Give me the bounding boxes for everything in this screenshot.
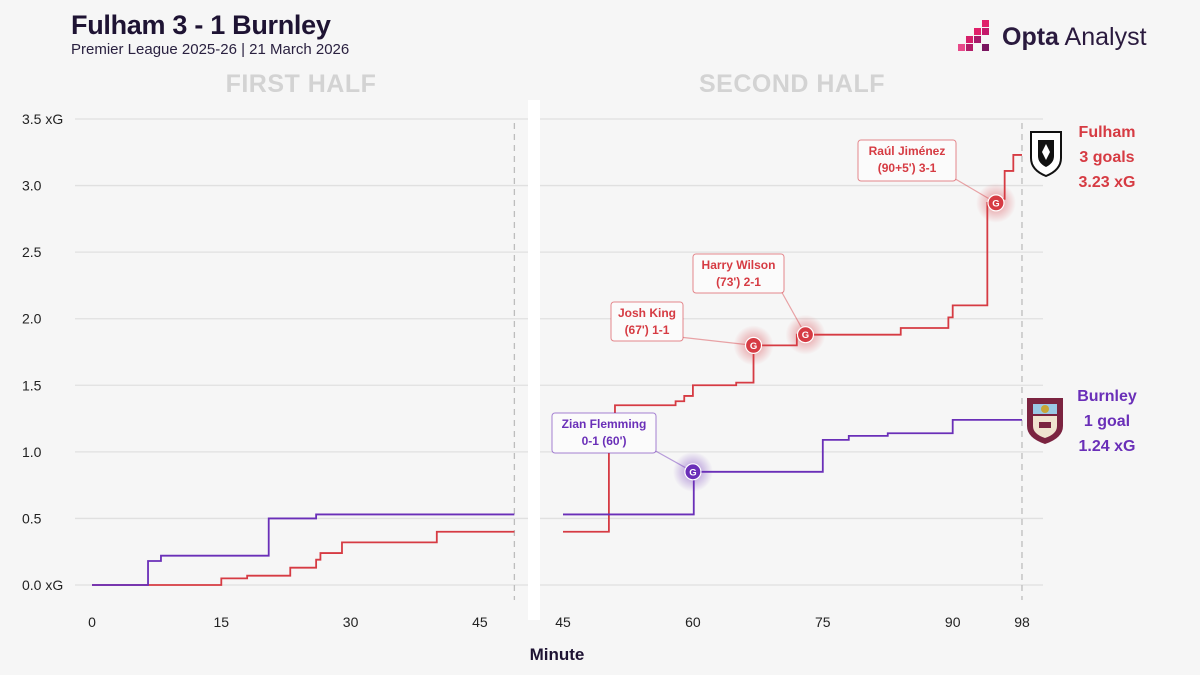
x-tick-label: 45 xyxy=(472,614,488,630)
summary-line: Fulham xyxy=(1079,124,1136,141)
annotation-text: (67') 1-1 xyxy=(625,323,670,337)
chart-subtitle: Premier League 2025-26 | 21 March 2026 xyxy=(71,41,350,58)
fulham-xg-line xyxy=(92,530,515,586)
x-tick-label: 98 xyxy=(1014,614,1030,630)
annotation-box xyxy=(857,139,957,182)
goal-marker xyxy=(987,194,1005,212)
goal-annotation: G Raúl Jiménez (90+5') 3-1 xyxy=(857,139,1016,223)
x-tick-label: 75 xyxy=(815,614,831,630)
y-axis: 0.0 xG 0.5 1.0 1.5 2.0 2.5 3.0 3.5 xG xyxy=(22,111,63,593)
x-tick-label: 60 xyxy=(685,614,701,630)
x-tick-label: 90 xyxy=(945,614,961,630)
x-tick-label: 45 xyxy=(555,614,571,630)
annotation-text: Raúl Jiménez xyxy=(869,144,946,158)
x-axis: 0 15 30 45 45 60 75 90 98 xyxy=(88,614,1030,630)
opta-analyst-logo: Opta Analyst xyxy=(958,18,1148,58)
annotation-text: Harry Wilson xyxy=(702,258,776,272)
opta-logo-icon xyxy=(958,20,989,51)
goal-annotations: G Josh King (67') 1-1 G Harry Wilson (73') 2-… xyxy=(551,124,1137,492)
goal-marker-label: G xyxy=(689,467,696,478)
fulham-summary: Fulham 3 goals 3.23 xG xyxy=(1079,124,1136,191)
summary-line: 3.23 xG xyxy=(1079,174,1136,191)
goal-marker xyxy=(684,463,702,481)
goal-marker-label: G xyxy=(802,330,809,341)
team-crests xyxy=(1027,131,1063,444)
x-tick-label: 0 xyxy=(88,614,96,630)
y-tick-label: 2.0 xyxy=(22,311,42,327)
goal-marker xyxy=(744,336,763,354)
burnley-xg-line xyxy=(563,419,1022,516)
half-labels: FIRST HALF SECOND HALF xyxy=(226,70,885,98)
burnley-crest-icon xyxy=(1027,398,1063,444)
half-label: FIRST HALF xyxy=(226,70,377,98)
y-tick-label: 1.0 xyxy=(22,444,42,460)
summary-line: 1.24 xG xyxy=(1079,438,1136,455)
annotation-text: Josh King xyxy=(618,306,676,320)
y-tick-label: 0.5 xyxy=(22,510,42,526)
burnley-summary: Burnley 1 goal 1.24 xG xyxy=(1077,388,1137,455)
x-tick-label: 30 xyxy=(343,614,359,630)
summary-line: 1 goal xyxy=(1084,413,1130,430)
goal-annotation: G Josh King (67') 1-1 xyxy=(610,301,774,366)
summary-line: 3 goals xyxy=(1079,149,1134,166)
logo-product: Analyst xyxy=(1064,23,1147,51)
annotation-text: (73') 2-1 xyxy=(716,275,761,289)
half-label: SECOND HALF xyxy=(699,70,885,98)
goal-annotation: G Harry Wilson (73') 2-1 xyxy=(692,253,826,355)
goal-marker-label: G xyxy=(992,198,999,209)
annotation-box xyxy=(551,412,657,454)
x-tick-label: 15 xyxy=(214,614,230,630)
y-tick-label: 0.0 xG xyxy=(22,577,63,593)
x-axis-label: Minute xyxy=(530,645,585,664)
goal-marker xyxy=(796,326,815,344)
y-tick-label: 1.5 xyxy=(22,377,42,393)
goal-marker-label: G xyxy=(750,341,757,352)
goal-annotation: G Zian Flemming 0-1 (60') xyxy=(551,412,713,492)
fulham-crest-icon xyxy=(1030,131,1062,178)
y-tick-label: 3.0 xyxy=(22,178,42,194)
annotation-box xyxy=(692,253,785,294)
y-tick-label: 3.5 xG xyxy=(22,111,63,127)
burnley-xg-line xyxy=(92,513,515,586)
annotation-text: (90+5') 3-1 xyxy=(878,161,937,175)
panel-divider xyxy=(528,100,540,620)
annotation-box xyxy=(610,301,684,342)
series-lines xyxy=(92,154,1022,586)
logo-brand: Opta xyxy=(1002,23,1059,51)
annotation-text: 0-1 (60') xyxy=(582,434,627,448)
summary-line: Burnley xyxy=(1077,388,1137,405)
annotation-text: Zian Flemming xyxy=(562,417,647,431)
chart-title: Fulham 3 - 1 Burnley xyxy=(71,10,331,40)
y-tick-label: 2.5 xyxy=(22,244,42,260)
